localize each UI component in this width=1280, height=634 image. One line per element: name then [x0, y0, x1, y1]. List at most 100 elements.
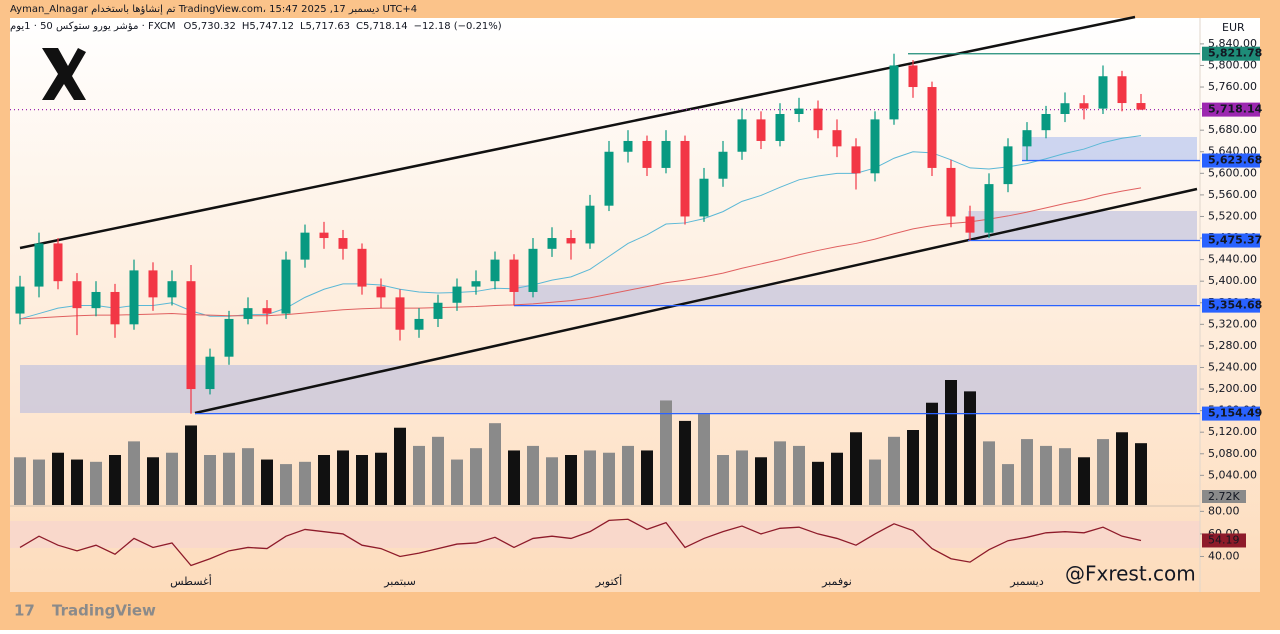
candle-body [908, 65, 918, 88]
volume-bar [1116, 432, 1128, 505]
volume-bar [90, 461, 102, 505]
volume-bar [698, 414, 710, 505]
y-tick-label: 5,120.00 [1208, 425, 1257, 438]
volume-bar [622, 445, 634, 505]
candle-body [91, 291, 101, 309]
volume-bar [679, 420, 691, 505]
volume-bar [470, 448, 482, 505]
volume-bar [565, 455, 577, 505]
volume-bar [793, 445, 805, 505]
logo [42, 48, 86, 100]
candle-body [243, 308, 253, 319]
volume-bar [432, 436, 444, 505]
volume-bar [299, 461, 311, 505]
credit: Ayman_Alnagar تم إنشاؤها باستخدام Tradin… [10, 4, 417, 15]
candle-body [623, 140, 633, 152]
symbol: مؤشر يورو ستوكس 50 · 1يوم · FXCM [10, 21, 175, 32]
volume-bar [394, 427, 406, 505]
rsi-tick-label: 40.00 [1208, 549, 1240, 562]
legend-value: 5,718.14 [363, 21, 408, 32]
candle-body [984, 184, 994, 233]
candle-body [490, 259, 500, 282]
candle-body [72, 281, 82, 309]
candle-body [110, 291, 120, 325]
level-tag [1202, 46, 1260, 61]
volume-bar [1040, 445, 1052, 505]
volume-bar [261, 459, 273, 505]
candle-body [205, 356, 215, 390]
y-tick-label: 5,040.00 [1208, 468, 1257, 481]
rsi-line [19, 518, 1142, 567]
rsi-band [10, 521, 1200, 548]
volume-bar [1059, 448, 1071, 505]
level-label: 5,354.68 [1208, 299, 1262, 312]
volume-bar [128, 441, 140, 505]
x-tick-label: أغسطس [170, 574, 212, 588]
volume-bar [964, 391, 976, 505]
level-tag [1202, 153, 1260, 168]
candle-body [547, 238, 557, 249]
candle-body [53, 243, 63, 282]
volume-bar [850, 432, 862, 505]
volume-bar [242, 448, 254, 505]
volume-bar [318, 455, 330, 505]
candle-body [1003, 146, 1013, 185]
volume-bar [489, 423, 501, 505]
y-tick-label: 5,520.00 [1208, 209, 1257, 222]
legend-value: 5,730.32 [191, 21, 236, 32]
volume-tag [1202, 490, 1246, 503]
candle-body [680, 140, 690, 217]
volume-bar [660, 400, 672, 505]
candle-body [756, 119, 766, 141]
volume-bar [1097, 439, 1109, 505]
level-label: 5,821.78 [1208, 47, 1262, 60]
x-tick-label: ديسمبر [1009, 575, 1044, 588]
candle-body [395, 297, 405, 330]
level-label: 5,623.68 [1208, 154, 1262, 167]
candle-body [433, 302, 443, 319]
volume-bar [280, 464, 292, 505]
volume-bar [14, 457, 26, 505]
volume-bar [356, 455, 368, 505]
volume-bar [641, 450, 653, 505]
candle-body [661, 140, 671, 168]
rsi-label: 54.19 [1208, 533, 1240, 546]
volume-bar [717, 455, 729, 505]
candle-body [414, 318, 424, 330]
candle-body [281, 259, 291, 314]
brand-icon: 17 [14, 602, 35, 620]
volume-bar [109, 455, 121, 505]
candle-body [452, 286, 462, 303]
volume-bar [508, 450, 520, 505]
candle-body [1060, 103, 1070, 114]
volume-label: 2.72K [1208, 490, 1240, 503]
candle-body [167, 281, 177, 298]
candle-body [1117, 76, 1127, 104]
y-tick-label: 5,280.00 [1208, 339, 1257, 352]
volume-bar [907, 430, 919, 505]
candle-body [471, 281, 481, 287]
candle-body [889, 65, 899, 120]
legend-change: −12.18 (−0.21%) [414, 21, 502, 32]
candle-body [775, 113, 785, 141]
volume-bar [147, 457, 159, 505]
volume-bar [337, 450, 349, 505]
legend-key: C [356, 21, 363, 32]
y-tick-label: 5,560.00 [1208, 188, 1257, 201]
y-tick-label: 5,320.00 [1208, 317, 1257, 330]
volume-bar [413, 445, 425, 505]
candle-body [528, 248, 538, 292]
y-tick-label: 5,080.00 [1208, 447, 1257, 460]
x-tick-label: أكتوبر [595, 574, 622, 588]
candle-body [737, 119, 747, 152]
candle-body [1136, 103, 1146, 110]
legend-value: 5,747.12 [249, 21, 294, 32]
x-tick-label: نوفمبر [821, 575, 852, 588]
legend-key: L [300, 21, 306, 32]
candle-body [357, 248, 367, 287]
volume-bar [812, 461, 824, 505]
volume-bar [926, 402, 938, 505]
legend-key: H [242, 21, 250, 32]
level-tag [1202, 102, 1260, 117]
rsi-tag [1202, 533, 1246, 548]
